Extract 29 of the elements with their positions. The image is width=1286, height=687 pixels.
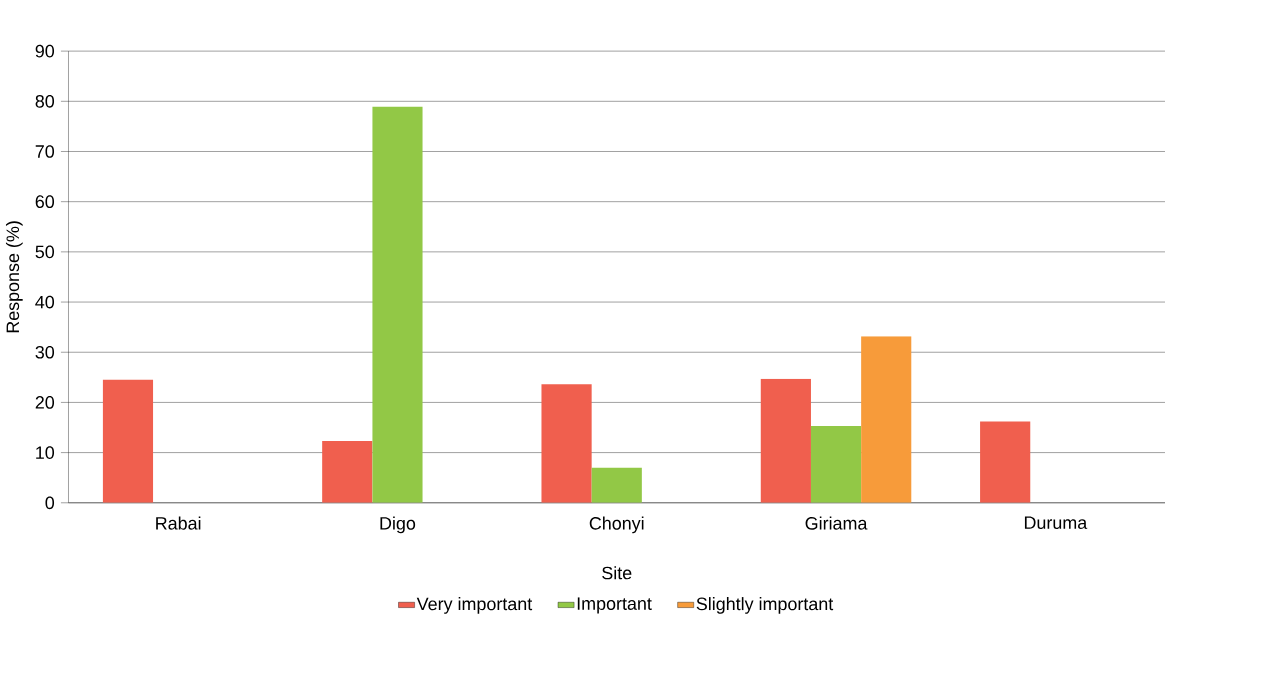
- bar: [591, 467, 642, 503]
- legend-label: Very important: [416, 596, 533, 614]
- y-tick-label: 60: [35, 195, 55, 208]
- bar: [980, 421, 1031, 503]
- y-tick-label: 80: [35, 94, 55, 108]
- x-axis-title: Site: [602, 565, 632, 580]
- x-tick-label: Duruma: [1024, 516, 1088, 529]
- x-tick-label: Chonyi: [589, 516, 644, 534]
- x-tick-label: Giriama: [805, 516, 868, 530]
- y-tick-label: 50: [35, 245, 55, 258]
- y-tick-label: 40: [35, 295, 55, 309]
- y-tick-label: 90: [35, 44, 55, 58]
- legend-label: Slightly important: [696, 596, 834, 614]
- bar: [102, 379, 154, 503]
- bar: [861, 335, 912, 503]
- y-tick-label: 10: [36, 446, 55, 459]
- bar: [541, 384, 592, 503]
- y-tick-label: 30: [35, 345, 55, 359]
- legend-label: Important: [577, 597, 652, 614]
- y-tick-label: 0: [45, 496, 55, 509]
- x-tick-label: Rabai: [156, 516, 201, 530]
- y-tick-label: 70: [35, 144, 55, 158]
- bar: [372, 106, 423, 503]
- bar: [322, 440, 373, 503]
- y-axis-title: Response (%): [5, 221, 23, 333]
- x-tick-label: Digo: [380, 516, 416, 534]
- y-tick-label: 20: [35, 395, 55, 409]
- bar: [760, 378, 811, 503]
- bar: [810, 425, 862, 503]
